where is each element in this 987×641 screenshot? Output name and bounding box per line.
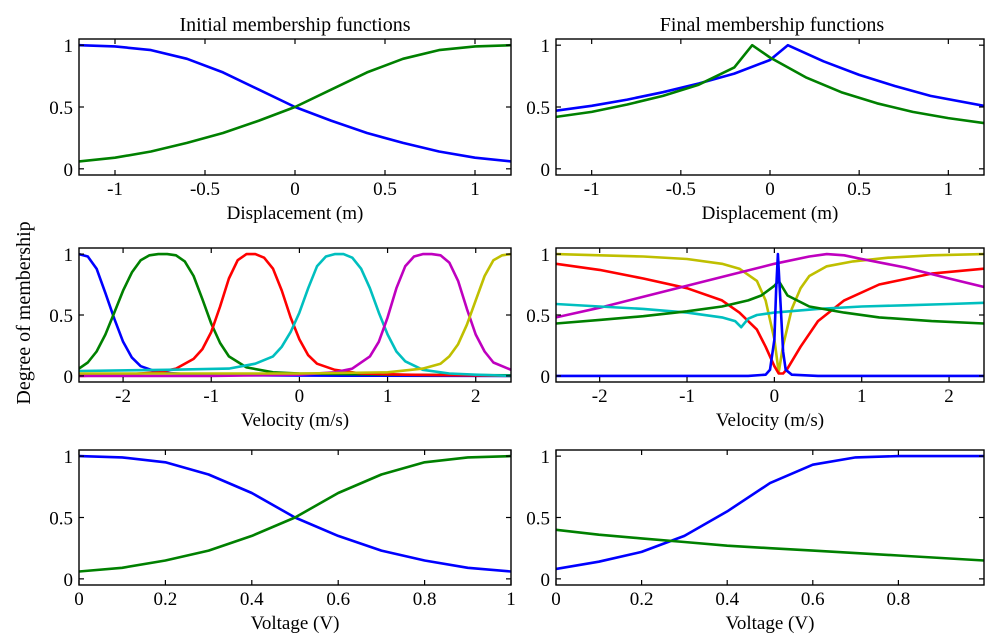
x-tick-label: 0	[770, 386, 780, 407]
y-tick-label: 0.5	[526, 509, 550, 530]
panel-final-velocity: -2 -1 0 1 2 0 0.5 1 Velocity (m/s)	[526, 245, 985, 431]
x-tick-label: -0.5	[190, 179, 220, 200]
panel-initial-displacement: -1 -0.5 0 0.5 1 0 0.5 1 Displacement (m)	[49, 36, 512, 224]
x-axis-label: Voltage (V)	[726, 613, 815, 634]
series-line-green	[556, 279, 984, 325]
y-tick-label: 1	[541, 36, 551, 57]
column-title-final: Final membership functions	[660, 14, 885, 36]
x-tick-label: 0	[551, 589, 561, 610]
x-tick-label: 0	[290, 179, 300, 200]
series-line-blue	[79, 43, 511, 163]
x-tick-label: -2	[592, 386, 608, 407]
y-tick-label: 0.5	[49, 306, 73, 327]
series-line-blue	[79, 454, 511, 573]
panel-final-displacement: -1 -0.5 0 0.5 1 0 0.5 1 Displacement (m)	[526, 36, 985, 224]
x-tick-label: 0.2	[154, 589, 178, 610]
series-group	[79, 43, 511, 163]
y-tick-label: 0.5	[49, 98, 73, 119]
plot-frame	[555, 449, 985, 586]
x-axis-label: Displacement (m)	[702, 203, 839, 224]
panel-initial-velocity: -2 -1 0 1 2 0 0.5 1 Velocity (m/s)	[49, 245, 512, 431]
y-tick-label: 0	[541, 367, 551, 388]
x-tick-label: 2	[944, 386, 954, 407]
y-tick-label: 0.5	[49, 509, 73, 530]
x-tick-label: 1	[383, 386, 393, 407]
y-tick-label: 1	[64, 447, 74, 468]
x-tick-label: 0.5	[847, 179, 871, 200]
series-line-magenta	[556, 252, 984, 319]
x-tick-label: 0.5	[373, 179, 397, 200]
y-tick-label: 1	[541, 245, 551, 266]
x-axis-label: Velocity (m/s)	[716, 410, 824, 431]
x-tick-label: 2	[471, 386, 481, 407]
y-tick-label: 0.5	[526, 98, 550, 119]
series-line-green	[79, 454, 511, 573]
x-tick-label: 1	[470, 179, 480, 200]
y-tick-label: 1	[541, 447, 551, 468]
x-tick-label: 1	[944, 179, 954, 200]
y-tick-label: 0	[64, 367, 74, 388]
y-tick-label: 1	[64, 245, 74, 266]
x-tick-label: 0.2	[630, 589, 654, 610]
x-axis-label: Displacement (m)	[227, 203, 364, 224]
y-tick-label: 0	[64, 570, 74, 591]
x-tick-label: 0	[295, 386, 305, 407]
series-group	[556, 43, 984, 125]
x-tick-label: 1	[506, 589, 516, 610]
series-line-green	[556, 43, 984, 125]
x-tick-label: -1	[679, 386, 695, 407]
y-tick-label: 0	[541, 570, 551, 591]
series-line-cyan	[79, 252, 511, 378]
column-title-initial: Initial membership functions	[179, 14, 410, 36]
x-tick-label: -1	[107, 179, 123, 200]
x-tick-label: 0.8	[887, 589, 911, 610]
series-line-blue	[556, 43, 984, 112]
series-line-olive	[79, 252, 511, 375]
x-tick-label: 0.4	[240, 589, 264, 610]
panel-final-voltage: 0 0.2 0.4 0.6 0.8 0 0.5 1 Voltage (V)	[526, 447, 985, 634]
series-line-cyan	[556, 301, 984, 329]
x-tick-label: -1	[584, 179, 600, 200]
series-line-blue	[556, 454, 984, 571]
y-tick-label: 0	[541, 160, 551, 181]
y-tick-label: 0	[64, 160, 74, 181]
x-tick-label: 0.6	[326, 589, 350, 610]
x-tick-label: 0	[74, 589, 84, 610]
series-group	[556, 454, 984, 571]
x-axis-label: Voltage (V)	[251, 613, 340, 634]
series-line-green	[79, 43, 511, 163]
series-line-green	[79, 252, 511, 377]
x-tick-label: -0.5	[666, 179, 696, 200]
x-tick-label: 0.4	[715, 589, 739, 610]
panel-initial-voltage: 0 0.2 0.4 0.6 0.8 1 0 0.5 1 Voltage (V)	[49, 447, 516, 634]
x-tick-label: 1	[857, 386, 867, 407]
y-tick-label: 1	[64, 36, 74, 57]
series-line-blue	[556, 252, 984, 378]
y-tick-label: 0.5	[526, 306, 550, 327]
x-tick-label: 0.6	[801, 589, 825, 610]
x-tick-label: -1	[203, 386, 219, 407]
plot-frame	[78, 247, 512, 383]
x-axis-label: Velocity (m/s)	[241, 410, 349, 431]
y-axis-label: Degree of membership	[13, 221, 35, 404]
x-tick-label: 0	[765, 179, 775, 200]
series-line-green	[556, 528, 984, 562]
x-tick-label: 0.8	[413, 589, 437, 610]
series-line-magenta	[79, 252, 511, 378]
series-group	[79, 454, 511, 573]
series-group	[79, 252, 511, 378]
series-group	[556, 252, 984, 378]
x-tick-label: -2	[115, 386, 131, 407]
series-line-red	[79, 252, 511, 378]
